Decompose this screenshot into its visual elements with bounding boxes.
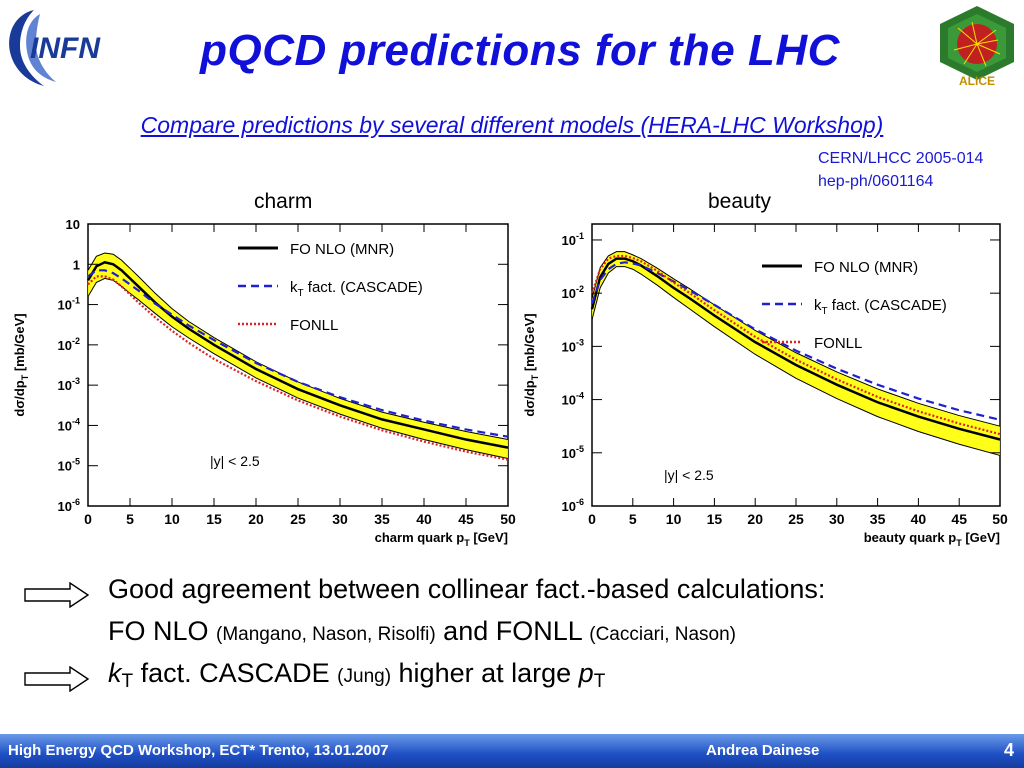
x-tick-label: 50 bbox=[992, 511, 1008, 527]
bullet-3-part2: higher at large bbox=[391, 658, 579, 688]
rapidity-annotation: |y| < 2.5 bbox=[664, 467, 714, 483]
bullet-3-author: (Jung) bbox=[337, 666, 392, 687]
x-tick-label: 0 bbox=[588, 511, 596, 527]
band-edge bbox=[87, 252, 509, 441]
reference: CERN/LHCC 2005-014 hep-ph/0601164 bbox=[818, 147, 983, 193]
y-tick-label: 10-2 bbox=[58, 336, 80, 353]
legend-label: FO NLO (MNR) bbox=[290, 241, 394, 258]
legend-label: FONLL bbox=[814, 335, 862, 352]
series-line bbox=[87, 269, 509, 438]
x-axis-label: beauty quark pT [GeV] bbox=[864, 530, 1000, 548]
x-tick-label: 30 bbox=[332, 511, 348, 527]
y-tick-label: 10-5 bbox=[58, 457, 80, 474]
x-tick-label: 15 bbox=[206, 511, 222, 527]
legend-label: kT fact. (CASCADE) bbox=[814, 297, 947, 317]
x-tick-label: 10 bbox=[666, 511, 682, 527]
bullet-1: Good agreement between collinear fact.-b… bbox=[108, 574, 825, 605]
legend-label: FONLL bbox=[290, 317, 338, 334]
x-tick-label: 15 bbox=[707, 511, 723, 527]
x-tick-label: 20 bbox=[248, 511, 264, 527]
series-line bbox=[87, 275, 509, 461]
x-tick-label: 50 bbox=[500, 511, 516, 527]
y-tick-label: 10 bbox=[66, 217, 80, 232]
y-tick-label: 10-5 bbox=[562, 444, 584, 461]
page-title: pQCD predictions for the LHC bbox=[200, 26, 840, 75]
y-tick-label: 10-6 bbox=[58, 497, 80, 514]
x-tick-label: 5 bbox=[629, 511, 637, 527]
bullet-1-text: Good agreement between collinear fact.-b… bbox=[108, 574, 826, 604]
x-tick-label: 25 bbox=[788, 511, 804, 527]
footer-author: Andrea Dainese bbox=[706, 742, 820, 759]
x-tick-label: 5 bbox=[126, 511, 134, 527]
infn-logo: INFN bbox=[9, 10, 101, 86]
alice-logo-text: ALICE bbox=[959, 74, 995, 88]
x-tick-label: 20 bbox=[747, 511, 763, 527]
plot-frame bbox=[87, 223, 509, 507]
bullet-2-authors1: (Mangano, Nason, Risolfi) bbox=[216, 624, 436, 645]
legend-label: FO NLO (MNR) bbox=[814, 259, 918, 276]
reference-line: hep-ph/0601164 bbox=[818, 173, 934, 190]
series-line bbox=[86, 260, 509, 449]
x-tick-label: 40 bbox=[911, 511, 927, 527]
x-axis-label: charm quark pT [GeV] bbox=[375, 530, 508, 548]
x-tick-label: 35 bbox=[870, 511, 886, 527]
y-tick-label: 10-1 bbox=[58, 296, 80, 313]
arrow-icon bbox=[24, 666, 90, 692]
bullet-2-part1: FO NLO bbox=[108, 616, 217, 646]
bullet-2-part2: and FONLL bbox=[435, 616, 590, 646]
subtitle-link[interactable]: Compare predictions by several different… bbox=[140, 112, 884, 138]
footer-bar: High Energy QCD Workshop, ECT* Trento, 1… bbox=[0, 734, 1024, 768]
infn-logo-text: INFN bbox=[30, 32, 101, 65]
y-tick-label: 10-2 bbox=[562, 284, 584, 301]
series-line bbox=[590, 257, 1001, 441]
y-tick-label: 10-3 bbox=[562, 337, 584, 354]
panel-label-charm: charm bbox=[254, 190, 313, 213]
bullet-3-k: k bbox=[108, 658, 122, 688]
panel-label-beauty: beauty bbox=[708, 190, 772, 213]
charm-chart: 0 5 10 15 20 25 30 35 40 45 50 10 1 10-1 10-2 10-3 10-4 1… bbox=[12, 217, 516, 548]
x-tick-label: 25 bbox=[290, 511, 306, 527]
band-edge bbox=[591, 266, 1001, 456]
bullet-3-p: p bbox=[578, 658, 594, 688]
y-tick-label: 1 bbox=[73, 257, 80, 272]
y-tick-label: 10-6 bbox=[562, 497, 584, 514]
bullet-2-authors2: (Cacciari, Nason) bbox=[589, 624, 737, 645]
x-tick-label: 30 bbox=[829, 511, 845, 527]
alice-logo: ALICE bbox=[940, 6, 1014, 88]
series-line bbox=[590, 254, 1001, 436]
y-tick-label: 10-1 bbox=[562, 231, 584, 248]
x-tick-label: 45 bbox=[458, 511, 474, 527]
uncertainty-band bbox=[88, 253, 508, 459]
y-tick-label: 10-3 bbox=[58, 376, 80, 393]
bullet-3-part1: fact. CASCADE bbox=[133, 658, 338, 688]
x-tick-label: 35 bbox=[374, 511, 390, 527]
bullet-2: FO NLO (Mangano, Nason, Risolfi) and FON… bbox=[108, 616, 736, 647]
band-edge bbox=[87, 277, 509, 459]
y-axis-label: dσ/dpT [mb/GeV] bbox=[522, 313, 540, 416]
page-number: 4 bbox=[1003, 740, 1014, 760]
bullet-3-sub: T bbox=[121, 671, 134, 692]
bullet-3-sub2: T bbox=[593, 671, 606, 692]
x-tick-label: 45 bbox=[951, 511, 967, 527]
x-tick-label: 10 bbox=[164, 511, 180, 527]
x-tick-label: 0 bbox=[84, 511, 92, 527]
y-tick-label: 10-4 bbox=[562, 391, 584, 408]
series-line bbox=[590, 261, 1001, 421]
band-edge bbox=[591, 251, 1001, 427]
arrow-icon bbox=[24, 582, 90, 608]
bullet-3: kT fact. CASCADE (Jung) higher at large … bbox=[108, 658, 605, 693]
legend-label: kT fact. (CASCADE) bbox=[290, 279, 423, 299]
rapidity-annotation: |y| < 2.5 bbox=[210, 453, 260, 469]
x-tick-label: 40 bbox=[416, 511, 432, 527]
beauty-chart: 0 5 10 15 20 25 30 35 40 45 50 10-1 10-2 10-3 10-4 10-5… bbox=[522, 223, 1008, 548]
y-axis-label: dσ/dpT [mb/GeV] bbox=[12, 313, 30, 416]
reference-line: CERN/LHCC 2005-014 bbox=[818, 150, 984, 167]
footer-event: High Energy QCD Workshop, ECT* Trento, 1… bbox=[8, 742, 389, 759]
y-tick-label: 10-4 bbox=[58, 416, 80, 433]
